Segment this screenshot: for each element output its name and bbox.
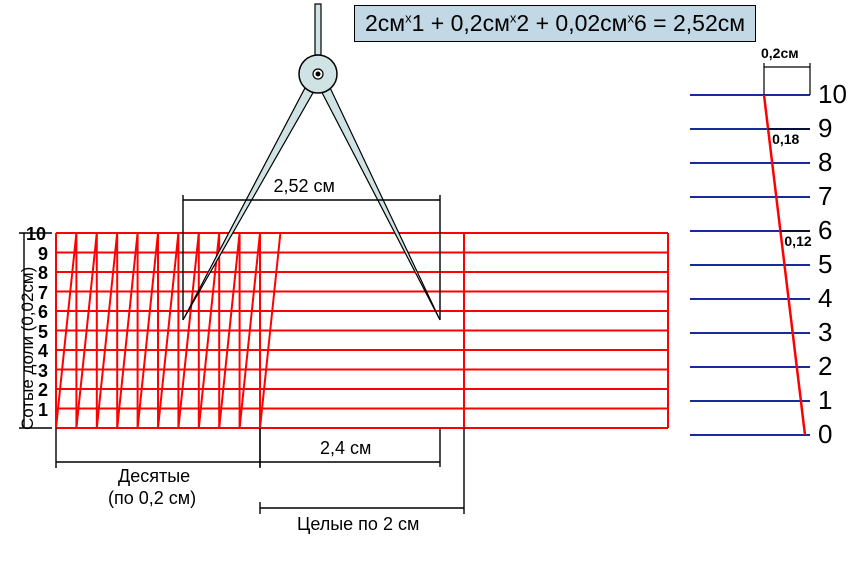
- main-row-label: 1: [38, 400, 48, 421]
- detail-tick-012: 0,12: [784, 233, 811, 249]
- main-row-label: 6: [38, 302, 48, 323]
- dim-24: 2,4 см: [320, 438, 371, 459]
- main-row-label: 3: [38, 361, 48, 382]
- detail-row-label: 4: [818, 283, 832, 314]
- detail-row-label: 6: [818, 215, 832, 246]
- main-row-label: 10: [26, 224, 46, 245]
- dim-whole: Целые по 2 см: [297, 514, 419, 535]
- detail-row-label: 1: [818, 385, 832, 416]
- main-row-label: 8: [38, 263, 48, 284]
- detail-row-label: 9: [818, 113, 832, 144]
- detail-row-label: 7: [818, 181, 832, 212]
- dim-252: 2,52 см: [274, 176, 335, 197]
- detail-top-span: 0,2см: [761, 45, 799, 61]
- main-row-label: 9: [38, 244, 48, 265]
- detail-tick-018: 0,18: [772, 131, 799, 147]
- detail-row-label: 8: [818, 147, 832, 178]
- detail-row-label: 10: [818, 79, 847, 110]
- dim-tenths-1: Десятые: [118, 466, 190, 487]
- detail-row-label: 5: [818, 249, 832, 280]
- main-row-label: 4: [38, 341, 48, 362]
- main-row-label: 5: [38, 322, 48, 343]
- detail-row-label: 3: [818, 317, 832, 348]
- main-row-label: 2: [38, 380, 48, 401]
- detail-row-label: 0: [818, 419, 832, 450]
- detail-row-label: 2: [818, 351, 832, 382]
- main-row-label: 7: [38, 283, 48, 304]
- dim-tenths-2: (по 0,2 см): [108, 488, 196, 509]
- dim-hundredths: Сотые доли (0,02см): [18, 267, 38, 430]
